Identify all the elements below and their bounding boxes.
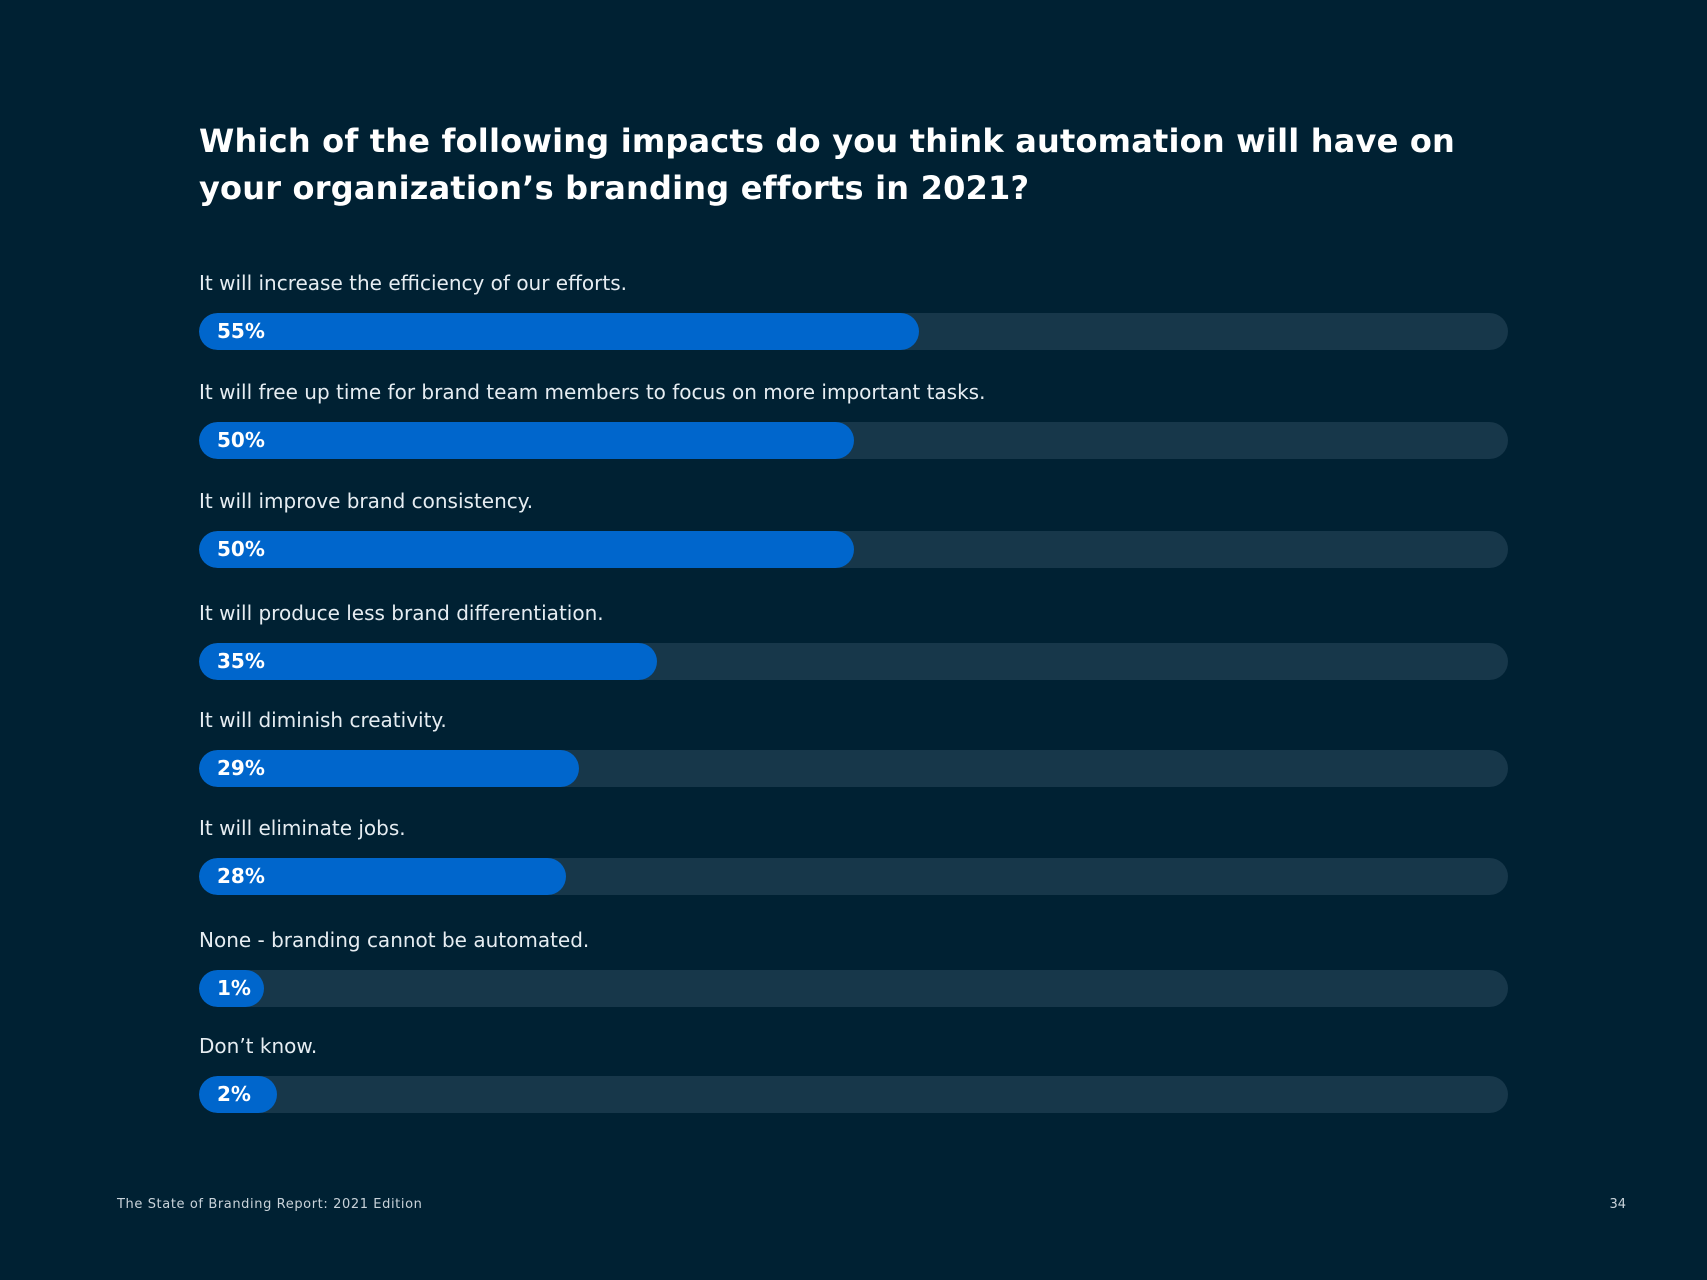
bar-track: 28% <box>199 858 1508 895</box>
bar <box>199 422 854 459</box>
bar-track: 50% <box>199 422 1508 459</box>
footer-report-title: The State of Branding Report: 2021 Editi… <box>117 1197 423 1212</box>
bar <box>199 643 657 680</box>
category-label: None - branding cannot be automated. <box>199 928 590 952</box>
category-label: It will diminish creativity. <box>199 708 447 732</box>
category-label: Don’t know. <box>199 1034 318 1058</box>
value-label: 35% <box>217 649 265 673</box>
footer-page-number: 34 <box>1609 1197 1626 1212</box>
value-label: 29% <box>217 756 265 780</box>
value-label: 1% <box>217 976 251 1000</box>
category-label: It will free up time for brand team memb… <box>199 380 986 404</box>
category-label: It will improve brand consistency. <box>199 489 534 513</box>
bar-track: 2% <box>199 1076 1508 1113</box>
bar-track: 29% <box>199 750 1508 787</box>
bar <box>199 313 919 350</box>
bar-track: 1% <box>199 970 1508 1007</box>
value-label: 50% <box>217 428 265 452</box>
value-label: 55% <box>217 319 265 343</box>
value-label: 28% <box>217 864 265 888</box>
bar <box>199 858 566 895</box>
value-label: 2% <box>217 1082 251 1106</box>
bar <box>199 970 264 1007</box>
category-label: It will produce less brand differentiati… <box>199 601 604 625</box>
chart-title: Which of the following impacts do you th… <box>199 122 1456 207</box>
category-label: It will eliminate jobs. <box>199 816 406 840</box>
category-label: It will increase the efficiency of our e… <box>199 271 627 295</box>
bar-track: 50% <box>199 531 1508 568</box>
bar <box>199 531 854 568</box>
bar <box>199 750 579 787</box>
bar-track: 35% <box>199 643 1508 680</box>
bar <box>199 1076 277 1113</box>
value-label: 50% <box>217 537 265 561</box>
bar-track: 55% <box>199 313 1508 350</box>
